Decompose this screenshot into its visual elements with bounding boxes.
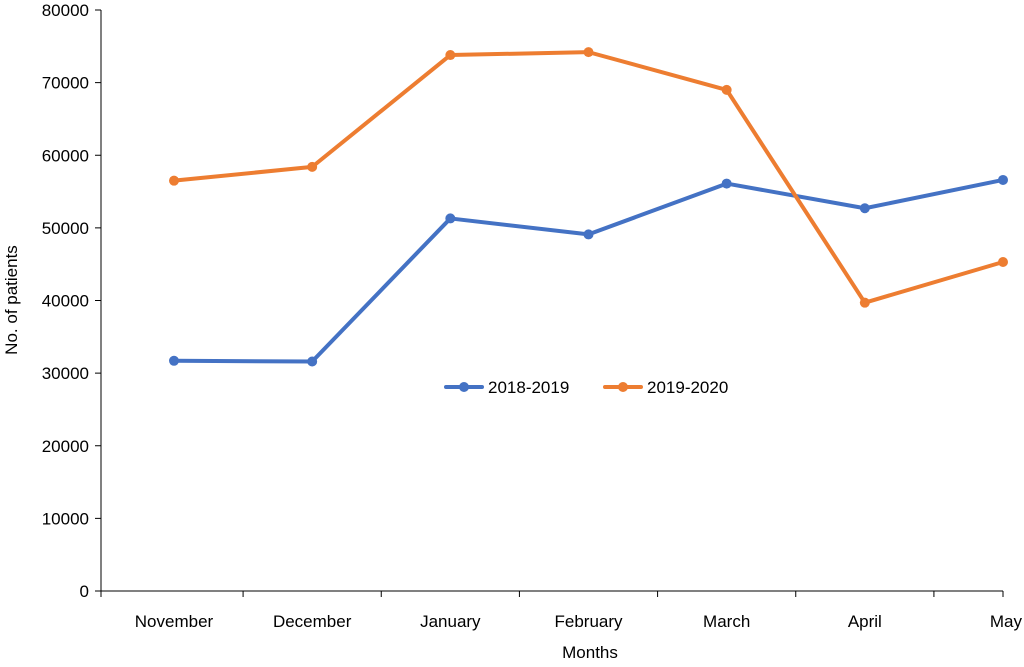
y-tick-label: 10000 bbox=[42, 509, 89, 528]
legend-marker-2018-2019 bbox=[459, 382, 469, 392]
y-tick-label: 0 bbox=[80, 582, 89, 601]
data-point-2019-2020 bbox=[998, 257, 1008, 268]
data-point-2019-2020 bbox=[445, 50, 456, 61]
x-tick-label: January bbox=[420, 612, 481, 631]
x-tick-label: December bbox=[273, 612, 352, 631]
y-tick-label: 50000 bbox=[42, 219, 89, 238]
series-lines bbox=[169, 47, 1008, 367]
x-axis-title: Months bbox=[562, 643, 618, 662]
data-point-2018-2019 bbox=[721, 178, 732, 189]
x-tick-label: April bbox=[848, 612, 882, 631]
legend-label-2018-2019: 2018-2019 bbox=[488, 378, 569, 397]
x-tick-label: November bbox=[135, 612, 214, 631]
y-axis-ticks: 0 10000 20000 30000 40000 50000 60000 70000 8000… bbox=[42, 1, 101, 601]
x-tick-label: March bbox=[703, 612, 750, 631]
data-point-2018-2019 bbox=[859, 203, 870, 214]
y-tick-label: 30000 bbox=[42, 364, 89, 383]
data-point-2018-2019 bbox=[307, 356, 318, 367]
legend-marker-2019-2020 bbox=[618, 382, 628, 392]
legend-label-2019-2020: 2019-2020 bbox=[647, 378, 728, 397]
y-tick-label: 70000 bbox=[42, 74, 89, 93]
data-point-2018-2019 bbox=[998, 174, 1008, 185]
data-point-2019-2020 bbox=[721, 84, 732, 95]
legend: 2018-2019 2019-2020 bbox=[444, 378, 728, 397]
data-point-2019-2020 bbox=[859, 297, 870, 308]
y-tick-label: 80000 bbox=[42, 1, 89, 20]
y-tick-label: 60000 bbox=[42, 146, 89, 165]
data-point-2018-2019 bbox=[583, 229, 594, 240]
data-point-2019-2020 bbox=[583, 47, 594, 58]
x-tick-label: May bbox=[990, 612, 1023, 631]
data-point-2019-2020 bbox=[169, 175, 179, 186]
y-tick-label: 40000 bbox=[42, 292, 89, 311]
y-tick-label: 20000 bbox=[42, 437, 89, 456]
series-line-2018-2019 bbox=[172, 177, 1005, 364]
series-line-2019-2020 bbox=[172, 50, 1005, 305]
data-point-2019-2020 bbox=[307, 161, 318, 172]
data-point-2018-2019 bbox=[169, 355, 179, 366]
x-tick-label: February bbox=[554, 612, 623, 631]
y-axis-title: No. of patients bbox=[2, 245, 21, 355]
x-axis-ticks: November December January February March Apri… bbox=[100, 591, 1023, 631]
data-point-2018-2019 bbox=[445, 213, 456, 224]
